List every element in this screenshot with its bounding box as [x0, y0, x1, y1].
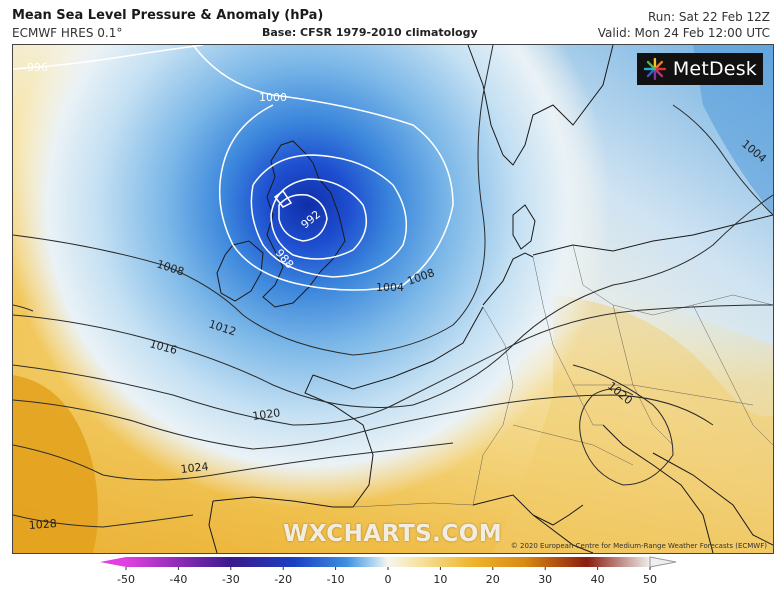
isobar-label: 1000 — [259, 91, 287, 104]
metdesk-logo-text: MetDesk — [672, 58, 757, 80]
country-borders — [352, 244, 773, 508]
colorbar-tick-label: 50 — [643, 573, 657, 586]
model-label: ECMWF HRES 0.1° — [12, 26, 123, 40]
anomaly-colorbar: -50 -40 -30 -20 -10 0 10 20 30 40 50 — [100, 556, 677, 586]
colorbar-min-arrow — [100, 557, 126, 567]
isobar-label: 996 — [27, 61, 48, 74]
negative-anomaly-low — [13, 45, 773, 553]
isobar-label: 1024 — [180, 460, 209, 476]
chart-title: Mean Sea Level Pressure & Anomaly (hPa) — [12, 8, 324, 23]
pressure-anomaly-map[interactable]: 996 1000 1004 1008 1012 1016 1020 1024 1… — [12, 44, 774, 554]
colorbar-tick-label: -10 — [327, 573, 345, 586]
climatology-base-label: Base: CFSR 1979-2010 climatology — [262, 26, 478, 39]
colorbar-tick-label: 30 — [538, 573, 552, 586]
colorbar-tick-label: 10 — [433, 573, 447, 586]
wxcharts-watermark: WXCHARTS.COM — [283, 521, 503, 547]
map-canvas: 996 1000 1004 1008 1012 1016 1020 1024 1… — [13, 45, 773, 553]
colorbar-tick-label: 40 — [591, 573, 605, 586]
isobar-label: 1004 — [376, 281, 404, 294]
isobars-white — [13, 45, 454, 291]
colorbar-ticks: -50 -40 -30 -20 -10 0 10 20 30 40 50 — [117, 567, 657, 586]
colorbar-tick-label: 20 — [486, 573, 500, 586]
colorbar-tick-label: -50 — [117, 573, 135, 586]
colorbar-max-arrow — [649, 556, 677, 568]
colorbar-tick-label: -20 — [274, 573, 292, 586]
metdesk-logo: MetDesk — [637, 53, 763, 85]
colorbar-tick-label: 0 — [385, 573, 392, 586]
colorbar-tick-label: -40 — [169, 573, 187, 586]
colorbar-tick-label: -30 — [222, 573, 240, 586]
isobars-black — [13, 45, 773, 528]
valid-time-label: Valid: Mon 24 Feb 12:00 UTC — [597, 26, 770, 40]
negative-anomaly-northeast — [693, 45, 773, 215]
copyright-notice: © 2020 European Centre for Medium-Range … — [510, 542, 767, 550]
metdesk-logo-icon — [643, 57, 667, 81]
colorbar-gradient — [126, 557, 650, 567]
run-time-label: Run: Sat 22 Feb 12Z — [648, 10, 770, 24]
isobar-label: 1028 — [28, 517, 57, 532]
isobar-label: 1020 — [252, 406, 282, 423]
